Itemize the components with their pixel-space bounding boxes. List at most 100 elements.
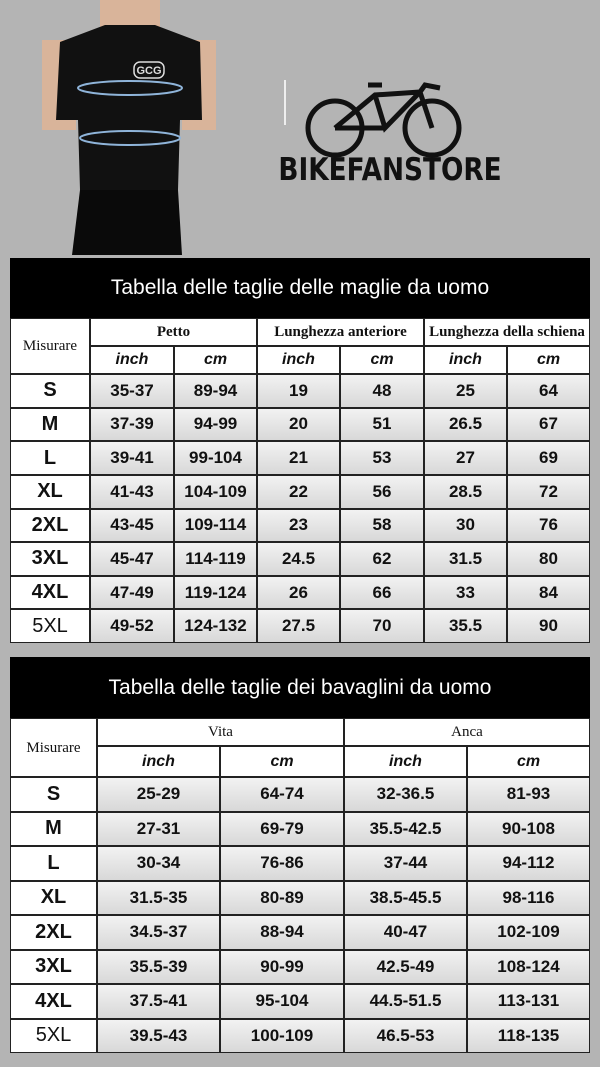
measure-cell: 48: [340, 374, 424, 408]
measure-cell: 25: [424, 374, 507, 408]
size-label: XL: [10, 474, 90, 509]
measure-cell: 35-37: [90, 374, 174, 408]
jersey: [56, 25, 202, 190]
measure-cell: 47-49: [90, 575, 174, 610]
unit-header: inch: [424, 346, 507, 374]
measure-cell: 94-112: [467, 846, 590, 881]
measure-cell: 66: [340, 575, 424, 610]
shorts: [72, 190, 182, 255]
column-header: Lunghezza della schiena: [424, 318, 590, 346]
measure-cell: 102-109: [467, 915, 590, 950]
measure-cell: 23: [257, 508, 340, 543]
unit-header: inch: [97, 746, 220, 777]
size-label: 2XL: [10, 915, 97, 950]
size-label: XL: [10, 880, 97, 915]
measure-cell: 118-135: [467, 1018, 590, 1053]
measure-cell: 98-116: [467, 880, 590, 915]
measure-cell: 20: [257, 407, 340, 442]
measure-cell: 53: [340, 441, 424, 475]
measure-cell: 49-52: [90, 609, 174, 643]
measure-cell: 84: [507, 575, 590, 610]
measure-cell: 99-104: [174, 441, 257, 475]
size-label: S: [10, 374, 90, 408]
measure-cell: 34.5-37: [97, 915, 220, 950]
measure-cell: 70: [340, 609, 424, 643]
column-header: Anca: [344, 718, 590, 746]
measure-cell: 26.5: [424, 407, 507, 442]
measure-cell: 44.5-51.5: [344, 984, 467, 1019]
brand: BIKEFANSTORE: [278, 151, 501, 188]
column-header: Vita: [97, 718, 344, 746]
measure-cell: 38.5-45.5: [344, 880, 467, 915]
size-label: M: [10, 407, 90, 442]
measure-cell: 58: [340, 508, 424, 543]
measure-cell: 24.5: [257, 542, 340, 576]
measure-cell: 19: [257, 374, 340, 408]
measure-cell: 21: [257, 441, 340, 475]
measure-cell: 25-29: [97, 777, 220, 812]
size-label: 3XL: [10, 542, 90, 576]
column-header: Misurare: [10, 718, 97, 777]
waist-line: [79, 130, 181, 146]
measure-cell: 64-74: [220, 777, 344, 812]
measure-cell: 31.5: [424, 542, 507, 576]
measure-cell: 22: [257, 474, 340, 509]
unit-header: inch: [257, 346, 340, 374]
measure-cell: 90: [507, 609, 590, 643]
size-label: L: [10, 441, 90, 475]
size-label: 4XL: [10, 575, 90, 610]
measure-cell: 42.5-49: [344, 949, 467, 984]
measure-cell: 28.5: [424, 474, 507, 509]
measure-cell: 90-108: [467, 811, 590, 846]
unit-header: cm: [220, 746, 344, 777]
measure-cell: 62: [340, 542, 424, 576]
measure-cell: 109-114: [174, 508, 257, 543]
size-label: S: [10, 777, 97, 812]
measure-cell: 81-93: [467, 777, 590, 812]
size-label: 2XL: [10, 508, 90, 543]
measure-cell: 76: [507, 508, 590, 543]
measure-cell: 100-109: [220, 1018, 344, 1053]
measure-cell: 43-45: [90, 508, 174, 543]
measure-cell: 64: [507, 374, 590, 408]
column-header: Lunghezza anteriore: [257, 318, 424, 346]
measure-cell: 41-43: [90, 474, 174, 509]
unit-header: cm: [340, 346, 424, 374]
unit-header: inch: [90, 346, 174, 374]
measure-cell: 80-89: [220, 880, 344, 915]
chest-line: [77, 80, 183, 96]
size-label: 5XL: [10, 609, 90, 643]
measure-cell: 39-41: [90, 441, 174, 475]
measure-cell: 56: [340, 474, 424, 509]
measure-cell: 119-124: [174, 575, 257, 610]
measure-cell: 69-79: [220, 811, 344, 846]
measure-cell: 113-131: [467, 984, 590, 1019]
measure-cell: 35.5: [424, 609, 507, 643]
measure-cell: 35.5-39: [97, 949, 220, 984]
measure-cell: 33: [424, 575, 507, 610]
measure-cell: 31.5-35: [97, 880, 220, 915]
measure-cell: 30: [424, 508, 507, 543]
size-label: 4XL: [10, 984, 97, 1019]
size-label: M: [10, 811, 97, 846]
bike-logo: [305, 82, 462, 158]
jersey-logo: GCG: [136, 65, 161, 77]
measure-cell: 27.5: [257, 609, 340, 643]
measure-cell: 40-47: [344, 915, 467, 950]
measure-cell: 37.5-41: [97, 984, 220, 1019]
measure-cell: 51: [340, 407, 424, 442]
measure-cell: 72: [507, 474, 590, 509]
measure-cell: 114-119: [174, 542, 257, 576]
measure-cell: 46.5-53: [344, 1018, 467, 1053]
measure-cell: 30-34: [97, 846, 220, 881]
column-header: Petto: [90, 318, 257, 346]
measure-cell: 37-39: [90, 407, 174, 442]
measure-cell: 108-124: [467, 949, 590, 984]
measure-cell: 88-94: [220, 915, 344, 950]
size-label: 3XL: [10, 949, 97, 984]
unit-header: inch: [344, 746, 467, 777]
logo-box: [133, 61, 165, 79]
size-label: 5XL: [10, 1018, 97, 1053]
table-title: Tabella delle taglie delle maglie da uom…: [10, 258, 590, 318]
